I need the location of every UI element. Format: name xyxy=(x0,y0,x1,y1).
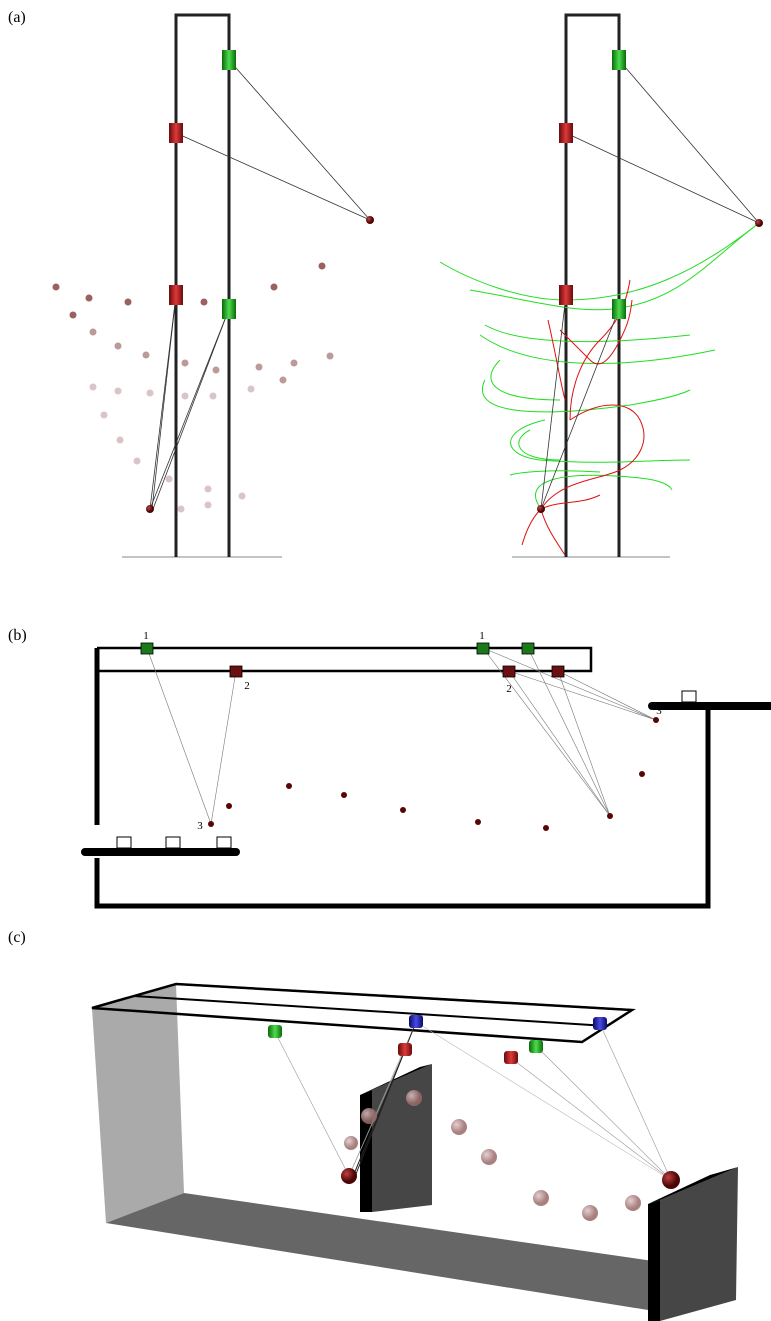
panel-label: (b) xyxy=(8,627,27,644)
panel-a-right xyxy=(440,15,763,557)
panel-label: (a) xyxy=(8,9,26,26)
anchor-label: 2 xyxy=(244,680,250,692)
panel-b: 1 2 3 1 2 3 xyxy=(85,630,771,906)
anchor-label: 3 xyxy=(656,705,662,717)
anchor-label: 1 xyxy=(479,630,485,642)
anchor-label: 1 xyxy=(143,630,149,642)
panel-label: (c) xyxy=(8,929,26,946)
panel-c xyxy=(92,984,738,1321)
panel-a-left xyxy=(53,15,375,557)
anchor-label: 2 xyxy=(506,683,512,695)
anchor-label: 3 xyxy=(197,820,203,832)
figure: (a) xyxy=(0,0,771,1321)
